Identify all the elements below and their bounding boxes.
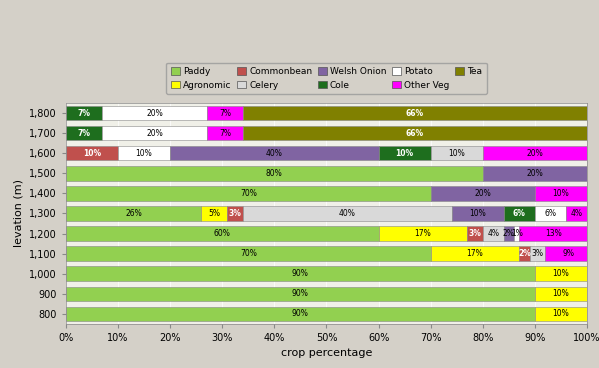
Text: 20%: 20% [146,129,163,138]
Text: 2%: 2% [503,229,515,238]
Text: 10%: 10% [469,209,486,218]
Text: 66%: 66% [406,109,424,118]
Bar [566,206,587,221]
Text: 10%: 10% [136,149,152,158]
Bar [66,246,431,261]
Legend: Paddy, Agronomic, Commonbean, Celery, Welsh Onion, Cole, Potato, Other Veg, Tea: Paddy, Agronomic, Commonbean, Celery, We… [167,63,486,94]
Text: 4%: 4% [487,229,499,238]
Bar [102,106,207,120]
Text: 20%: 20% [146,109,163,118]
Text: 10%: 10% [449,149,465,158]
Bar [504,206,535,221]
Bar [535,186,587,201]
Bar [431,246,519,261]
Bar [207,126,243,140]
Bar [66,206,201,221]
Text: 7%: 7% [219,129,231,138]
Bar [483,146,587,160]
Text: 10%: 10% [553,289,569,298]
Bar [207,106,243,120]
Text: 90%: 90% [292,309,309,318]
Bar [66,106,102,120]
Text: 40%: 40% [266,149,283,158]
Bar [118,146,170,160]
Bar [431,146,483,160]
Text: 26%: 26% [125,209,142,218]
Y-axis label: levation (m): levation (m) [14,180,23,247]
Bar [66,266,535,281]
Text: 3%: 3% [531,249,543,258]
Bar [102,126,207,140]
Text: 70%: 70% [240,189,257,198]
Text: 6%: 6% [513,209,526,218]
Bar [379,226,467,241]
Text: 10%: 10% [553,309,569,318]
Bar [243,126,587,140]
Text: 20%: 20% [527,169,543,178]
Bar [66,307,535,321]
Text: 10%: 10% [395,149,414,158]
Text: 7%: 7% [219,109,231,118]
Bar [467,226,483,241]
Bar [519,226,587,241]
Bar [66,226,379,241]
Text: 10%: 10% [553,269,569,278]
Text: 20%: 20% [474,189,491,198]
Bar [530,246,545,261]
Bar [243,106,587,120]
Text: 4%: 4% [571,209,583,218]
Bar [379,146,431,160]
Bar [170,146,379,160]
Text: 10%: 10% [553,189,569,198]
Bar [66,146,118,160]
Text: 40%: 40% [339,209,356,218]
Text: 5%: 5% [208,209,220,218]
Text: 60%: 60% [214,229,231,238]
Text: 13%: 13% [544,229,561,238]
Bar [431,186,535,201]
Text: 3%: 3% [229,209,241,218]
Bar [66,287,535,301]
Bar [483,166,587,181]
Text: 7%: 7% [78,109,90,118]
Text: 3%: 3% [468,229,482,238]
Bar [66,186,431,201]
Bar [514,226,519,241]
Text: 70%: 70% [240,249,257,258]
Text: 66%: 66% [406,129,424,138]
Bar [66,166,483,181]
Bar [545,246,592,261]
Text: 17%: 17% [467,249,483,258]
Bar [535,307,587,321]
Text: 7%: 7% [78,129,90,138]
Text: 2%: 2% [518,249,531,258]
Bar [519,246,530,261]
Text: 90%: 90% [292,269,309,278]
Text: 10%: 10% [83,149,101,158]
Bar [452,206,504,221]
Bar [483,226,504,241]
Text: 17%: 17% [415,229,431,238]
Bar [535,287,587,301]
Bar [535,206,566,221]
Bar [228,206,243,221]
Text: 20%: 20% [527,149,543,158]
Text: 1%: 1% [511,229,522,238]
X-axis label: crop percentage: crop percentage [281,348,372,358]
Bar [201,206,228,221]
Text: 90%: 90% [292,289,309,298]
Text: 9%: 9% [563,249,575,258]
Bar [535,266,587,281]
Bar [243,206,452,221]
Text: 80%: 80% [266,169,283,178]
Bar [504,226,514,241]
Bar [66,126,102,140]
Text: 6%: 6% [544,209,556,218]
